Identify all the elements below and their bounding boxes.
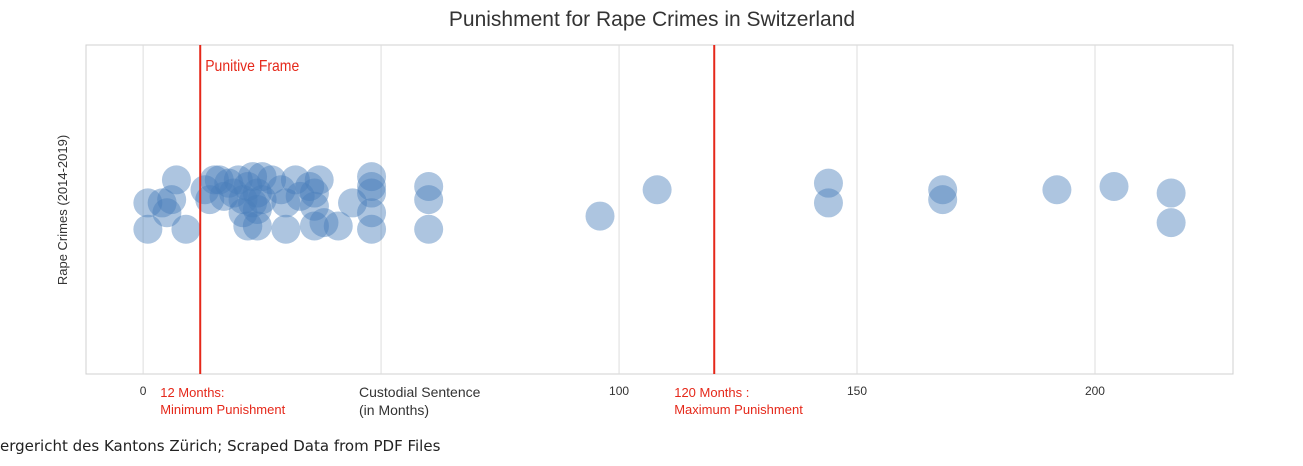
data-point	[157, 185, 187, 215]
data-point	[357, 198, 387, 228]
data-point	[209, 181, 239, 211]
data-point	[247, 185, 277, 215]
reference-lines: Punitive Frame 12 Months: Minimum Punishme…	[160, 45, 803, 417]
data-point	[928, 175, 958, 205]
data-point	[133, 214, 163, 244]
data-point	[152, 198, 182, 228]
data-point	[233, 211, 263, 241]
data-point	[204, 165, 234, 195]
x-tick-label: 200	[1085, 384, 1105, 398]
reference-line-label: Punitive Frame	[205, 58, 299, 75]
x-tick-label: 150	[847, 384, 867, 398]
data-point	[161, 165, 191, 195]
x-tick-labels: 0 100 150 200	[140, 384, 1106, 398]
plot-area	[85, 44, 1234, 375]
data-point	[414, 171, 444, 201]
x-axis-label-line-1: Custodial Sentence	[359, 384, 481, 400]
data-point	[190, 175, 220, 205]
data-point	[295, 171, 325, 201]
data-point	[238, 188, 268, 218]
x-axis-label-line-2: (in Months)	[359, 402, 429, 418]
data-point	[219, 178, 249, 208]
data-point	[357, 171, 387, 201]
data-point	[228, 198, 258, 228]
data-point	[813, 188, 843, 218]
data-point	[147, 188, 177, 218]
data-point	[233, 171, 263, 201]
data-point	[357, 178, 387, 208]
data-points	[133, 162, 1186, 244]
data-point	[299, 178, 329, 208]
x-tick-label: 0	[140, 384, 147, 398]
source-caption: ergericht des Kantons Zürich; Scraped Da…	[0, 437, 441, 455]
data-point	[357, 214, 387, 244]
data-point	[1099, 171, 1129, 201]
data-point	[257, 165, 287, 195]
data-point	[304, 165, 334, 195]
data-point	[242, 195, 272, 224]
data-point	[214, 168, 244, 198]
data-point	[585, 201, 615, 231]
data-point	[642, 175, 672, 205]
data-point	[813, 168, 843, 198]
data-point	[414, 214, 444, 244]
data-point	[928, 185, 958, 215]
reference-line-caption: 12 Months:	[160, 385, 224, 400]
data-point	[414, 185, 444, 215]
data-point	[266, 175, 296, 205]
y-axis-label: Rape Crimes (2014-2019)	[55, 135, 70, 285]
data-point	[338, 188, 368, 218]
data-point	[1042, 175, 1072, 205]
data-point	[242, 211, 272, 241]
data-point	[238, 162, 268, 192]
data-point	[171, 214, 201, 244]
data-point	[228, 185, 258, 215]
scatter-chart: Punishment for Rape Crimes in Switzerlan…	[55, 8, 1234, 418]
reference-line-caption: 120 Months :	[674, 385, 749, 400]
data-point	[242, 178, 272, 208]
chart-title: Punishment for Rape Crimes in Switzerlan…	[449, 8, 855, 31]
gridlines	[142, 45, 1096, 374]
data-point	[271, 214, 301, 244]
x-axis-label: Custodial Sentence (in Months)	[359, 384, 484, 418]
x-tick-label: 100	[609, 384, 629, 398]
data-point	[309, 208, 339, 238]
data-point	[200, 165, 230, 195]
data-point	[299, 211, 329, 241]
data-point	[1156, 178, 1186, 208]
data-point	[133, 188, 163, 218]
reference-line-caption: Minimum Punishment	[160, 402, 285, 417]
data-point	[1156, 208, 1186, 238]
data-point	[247, 162, 277, 192]
data-point	[285, 181, 315, 211]
data-point	[357, 162, 387, 192]
reference-line-caption: Maximum Punishment	[674, 402, 803, 417]
data-point	[271, 188, 301, 218]
data-point	[280, 165, 310, 195]
data-point	[323, 211, 353, 241]
data-point	[195, 185, 225, 215]
data-point	[223, 165, 253, 195]
data-point	[299, 191, 329, 221]
